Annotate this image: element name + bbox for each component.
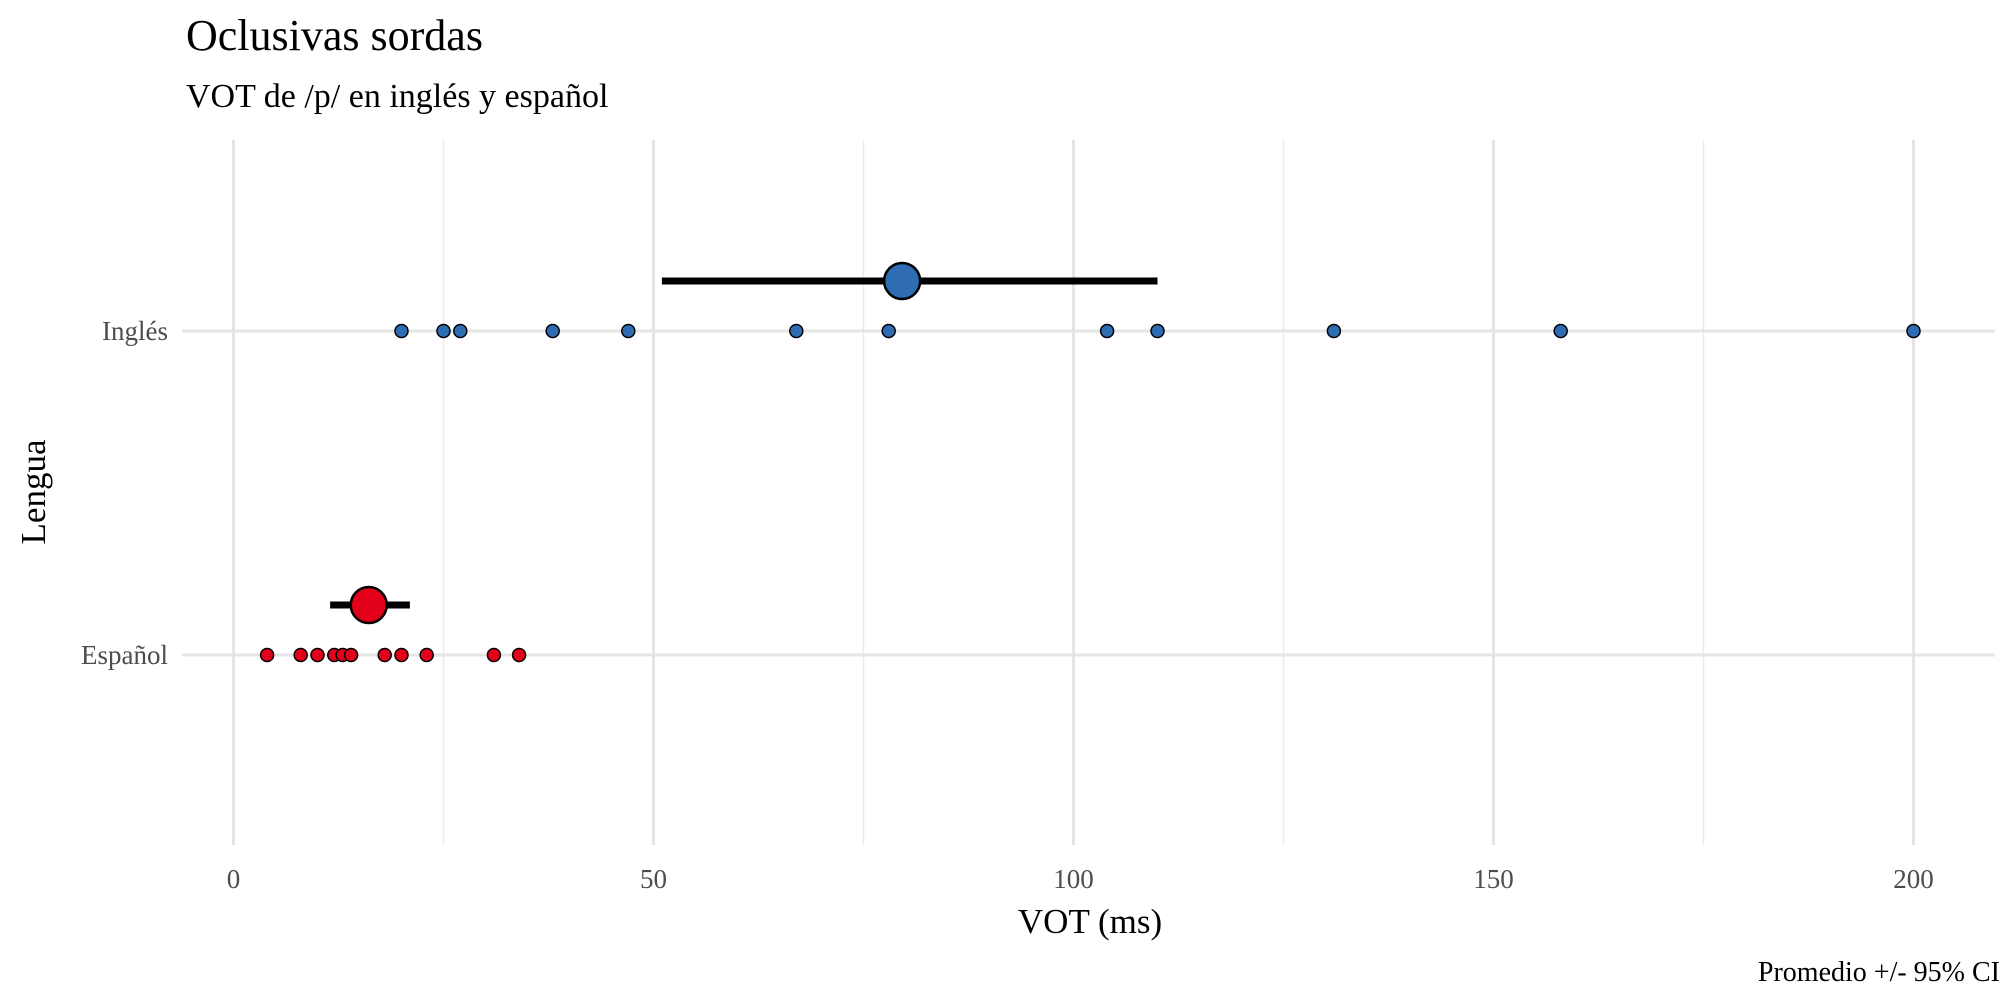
data-point	[1150, 323, 1165, 339]
data-point	[259, 647, 275, 663]
data-point	[436, 323, 451, 339]
x-tick-label: 150	[1473, 864, 1514, 894]
data-point	[1099, 323, 1115, 339]
data-point	[1553, 323, 1568, 339]
x-tick-label: 200	[1893, 864, 1934, 894]
data-point	[1326, 323, 1342, 339]
x-axis-title: VOT (ms)	[1018, 902, 1162, 941]
grid-lines	[182, 140, 1995, 845]
data-point	[789, 323, 804, 339]
mean-point	[349, 585, 388, 625]
y-tick-label: Inglés	[102, 316, 168, 346]
data-point	[377, 647, 392, 663]
data-point	[486, 647, 502, 663]
data-point	[343, 647, 359, 663]
series-1	[259, 585, 527, 663]
data-point	[545, 323, 560, 339]
plot-panel	[259, 261, 1921, 663]
x-tick-label: 100	[1053, 864, 1094, 894]
data-point	[621, 323, 636, 339]
y-axis-title: Lengua	[14, 439, 53, 544]
data-point	[293, 647, 308, 663]
x-tick-label: 50	[640, 864, 667, 894]
chart-caption: Promedio +/- 95% CI	[1758, 957, 2000, 988]
axes: 0 50 100 150 200 Inglés Español	[81, 316, 1934, 894]
data-point	[394, 323, 409, 339]
y-tick-label: Español	[81, 640, 168, 670]
x-tick-label: 0	[227, 864, 241, 894]
data-point	[881, 323, 896, 339]
mean-point	[882, 261, 922, 301]
data-point	[394, 647, 409, 663]
chart-subtitle: VOT de /p/ en inglés y español	[186, 78, 608, 115]
data-point	[419, 647, 434, 663]
data-point	[511, 647, 527, 663]
data-point	[310, 647, 325, 663]
series-0	[394, 261, 1921, 339]
data-point	[453, 323, 468, 339]
data-point	[1906, 323, 1921, 339]
chart-title: Oclusivas sordas	[186, 11, 483, 60]
